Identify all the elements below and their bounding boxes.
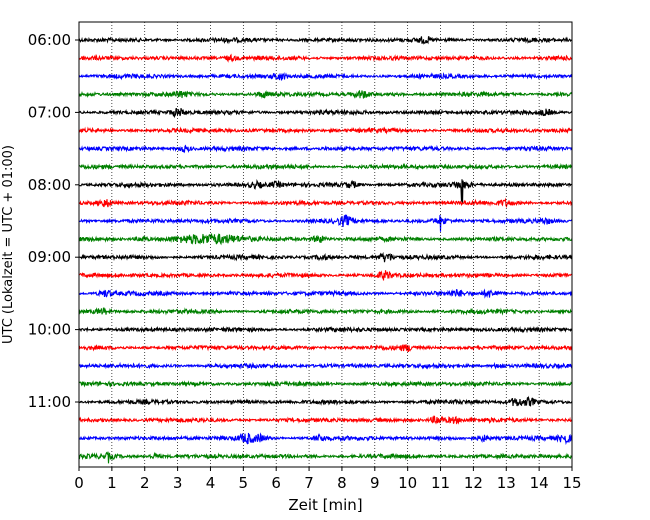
x-tick-label: 14 [530,474,549,492]
x-tick-label: 10 [398,474,417,492]
trace-7 [78,162,573,171]
x-tick-label: 3 [173,474,183,492]
y-axis-ticks: 06:00 07:00 08:00 09:00 10:00 11:00 [28,31,79,411]
trace-14 [78,288,573,299]
trace-11 [78,233,573,246]
trace-3 [78,89,573,99]
x-tick-label: 7 [304,474,314,492]
trace-6 [78,144,573,154]
trace-0 [78,36,572,45]
trace-2 [78,72,573,81]
trace-13 [78,270,573,281]
y-tick-label: 09:00 [28,248,71,266]
trace-21 [78,415,573,425]
trace-layer [78,36,573,464]
x-tick-label: 12 [464,474,483,492]
trace-20 [78,395,573,407]
x-tick-label: 4 [206,474,216,492]
x-tick-label: 0 [74,474,84,492]
vertical-gridlines [111,22,540,467]
trace-10 [78,214,573,232]
x-tick-label: 15 [562,474,581,492]
trace-18 [78,361,573,370]
trace-15 [78,307,573,316]
x-tick-label: 5 [239,474,249,492]
x-tick-label: 9 [370,474,380,492]
trace-4 [78,107,573,119]
trace-16 [78,325,573,334]
plot-frame [78,21,573,468]
trace-9 [78,197,573,209]
y-tick-label: 06:00 [28,31,71,49]
trace-5 [78,126,573,135]
trace-17 [78,344,573,353]
x-tick-label: 1 [107,474,117,492]
trace-23 [78,451,573,464]
x-tick-label: 8 [337,474,347,492]
trace-12 [78,251,573,263]
y-axis-label: UTC (Lokalzeit = UTC + 01:00) [1,145,16,344]
y-tick-label: 07:00 [28,103,71,121]
trace-8 [78,178,573,205]
x-axis-ticks: 0 1 2 3 4 5 6 7 8 9 10 11 12 13 14 15 [74,467,582,492]
x-axis-label: Zeit [min] [288,496,362,514]
trace-22 [78,432,573,446]
x-tick-label: 13 [497,474,516,492]
x-tick-label: 6 [271,474,281,492]
x-tick-label: 11 [431,474,450,492]
y-tick-label: 10:00 [28,321,71,339]
y-tick-label: 08:00 [28,176,71,194]
y-tick-label: 11:00 [28,393,71,411]
trace-19 [78,380,573,388]
trace-1 [78,53,573,63]
x-tick-label: 2 [140,474,150,492]
